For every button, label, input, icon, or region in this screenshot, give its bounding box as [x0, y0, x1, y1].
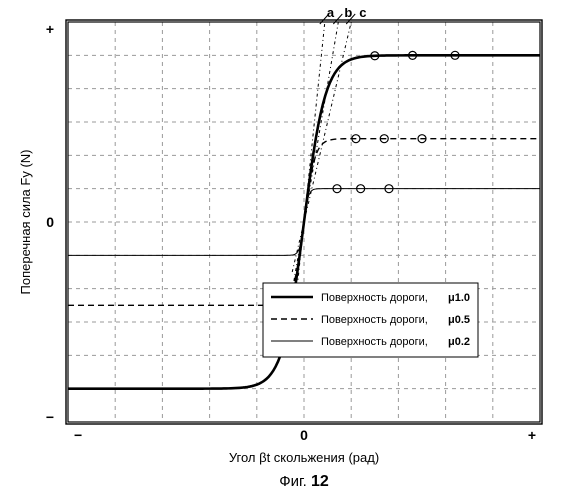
y-axis-label: Поперечная сила Fy (N) [18, 150, 33, 295]
legend-label-mu02: Поверхность дороги, [321, 336, 428, 348]
figure-caption: Фиг. 12 [279, 473, 329, 490]
x-minus-label: − [74, 427, 82, 443]
x-plus-label: + [528, 427, 536, 443]
tire-lateral-force-chart: abc+0−−0+Поперечная сила Fy (N)Угол βt с… [8, 8, 564, 492]
legend-mu-mu05: μ0.5 [448, 314, 470, 326]
legend-mu-mu10: μ1.0 [448, 292, 470, 304]
figure-container: abc+0−−0+Поперечная сила Fy (N)Угол βt с… [8, 8, 564, 492]
x-axis-label: Угол βt скольжения (рад) [229, 450, 379, 465]
legend-label-mu10: Поверхность дороги, [321, 292, 428, 304]
legend-label-mu05: Поверхность дороги, [321, 314, 428, 326]
slope-label-c: c [359, 8, 366, 20]
y-zero-label: 0 [46, 214, 54, 230]
slope-label-a: a [327, 8, 335, 20]
x-zero-label: 0 [300, 427, 308, 443]
legend-mu-mu02: μ0.2 [448, 336, 470, 348]
y-minus-label: − [46, 409, 54, 425]
y-plus-label: + [46, 21, 54, 37]
